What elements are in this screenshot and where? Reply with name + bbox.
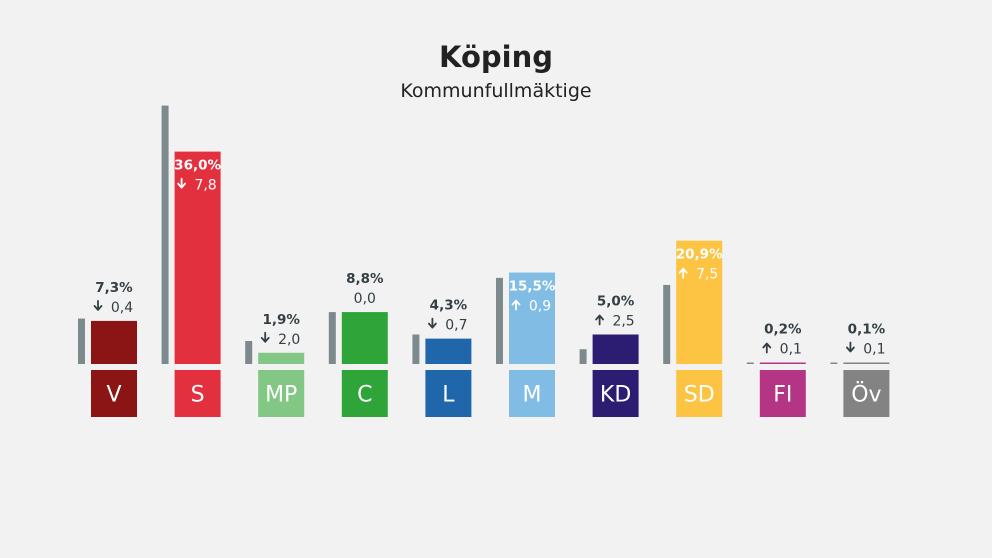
bar-m <box>509 272 555 364</box>
party-tag-kd <box>592 370 639 417</box>
party-tag-s <box>174 370 221 417</box>
change-label-c: 0,0 <box>354 291 376 307</box>
category-label-c: C <box>357 383 372 408</box>
party-tag-v <box>91 370 137 417</box>
value-label-l: 4,3% <box>430 298 468 314</box>
party-tag-fi <box>759 370 806 417</box>
previous-bar-mp <box>245 340 253 364</box>
previous-bar-ov <box>830 362 838 364</box>
party-tag-c <box>341 370 388 417</box>
party-tag-m <box>509 370 555 417</box>
previous-bar-kd <box>579 349 587 364</box>
bar-sd <box>676 240 723 364</box>
value-label-v: 7,3% <box>95 280 133 296</box>
category-label-s: S <box>191 383 205 408</box>
previous-bar-c <box>328 312 336 364</box>
category-label-l: L <box>442 383 455 408</box>
chart-title: Köping <box>439 40 553 74</box>
value-label-fi: 0,2% <box>764 322 802 338</box>
previous-bar-fi <box>746 362 754 364</box>
bar-v <box>91 320 137 364</box>
category-label-mp: MP <box>265 383 297 408</box>
bar-kd <box>592 334 639 364</box>
value-label-m: 15,5% <box>509 279 556 295</box>
category-label-kd: KD <box>600 383 631 408</box>
party-tag-sd <box>676 370 723 417</box>
category-label-fi: FI <box>773 383 792 408</box>
bar-ov <box>843 362 890 364</box>
change-label-s: 7,8 <box>194 178 216 194</box>
category-label-m: M <box>523 383 542 408</box>
bar-fi <box>759 362 806 364</box>
change-label-m: 0,9 <box>529 299 551 315</box>
category-label-ov: Öv <box>851 382 881 408</box>
previous-bar-l <box>412 334 420 364</box>
value-label-mp: 1,9% <box>262 312 300 328</box>
change-label-v: 0,4 <box>111 300 133 316</box>
arrow-up-icon <box>762 342 772 354</box>
category-label-v: V <box>106 383 121 408</box>
party-tag-l <box>425 370 472 417</box>
party-tag-ov <box>843 370 890 417</box>
bar-mp <box>258 352 305 364</box>
previous-bar-sd <box>663 284 671 364</box>
arrow-down-icon <box>93 300 103 311</box>
party-tag-mp <box>258 370 305 417</box>
previous-bar-m <box>496 277 503 364</box>
change-label-mp: 2,0 <box>278 332 300 348</box>
value-label-s: 36,0% <box>174 158 221 174</box>
arrow-down-icon <box>177 177 186 189</box>
change-label-fi: 0,1 <box>780 342 802 358</box>
change-label-kd: 2,5 <box>612 314 634 330</box>
arrow-up-icon <box>595 314 604 326</box>
bar-c <box>341 312 388 364</box>
change-label-sd: 7,5 <box>696 267 718 283</box>
arrow-up-icon <box>678 267 688 279</box>
value-label-sd: 20,9% <box>676 247 723 263</box>
previous-bar-s <box>161 105 169 364</box>
value-label-ov: 0,1% <box>848 322 886 338</box>
value-label-kd: 5,0% <box>597 294 635 310</box>
arrow-up-icon <box>511 299 521 311</box>
category-label-sd: SD <box>684 383 715 408</box>
change-label-ov: 0,1 <box>863 342 885 358</box>
arrow-down-icon <box>260 331 270 343</box>
change-label-l: 0,7 <box>445 318 467 334</box>
value-label-c: 8,8% <box>346 271 384 287</box>
bar-l <box>425 338 472 364</box>
arrow-down-icon <box>428 317 437 329</box>
previous-bar-v <box>78 318 85 364</box>
arrow-down-icon <box>846 341 855 353</box>
chart-subtitle: Kommunfullmäktige <box>400 80 592 102</box>
